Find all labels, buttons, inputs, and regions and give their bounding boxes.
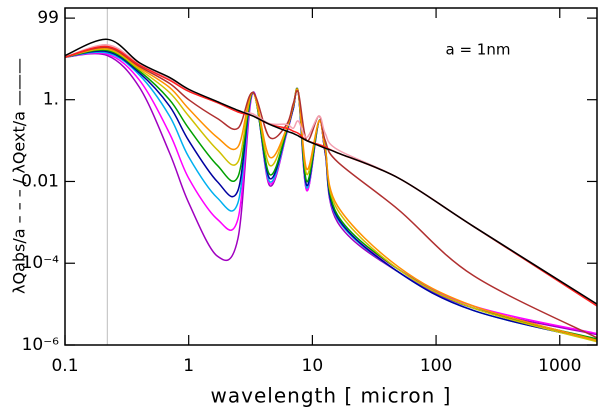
x-tick-label: 10 [302, 356, 324, 376]
x-tick-label: 100 [420, 356, 452, 376]
series-line [64, 38, 598, 305]
y-tick-label: 1. [43, 90, 59, 110]
y-axis-label: λQabs/a – – – / λQext/a ——— [10, 58, 29, 294]
y-tick-label: 0.01 [21, 171, 59, 191]
series-line [64, 48, 598, 343]
plot-frame [64, 7, 598, 346]
x-tick-label: 1000 [538, 356, 581, 376]
series-line [64, 44, 598, 305]
x-tick-label: 0.1 [51, 356, 78, 376]
y-tick-label: 10⁻⁶ [22, 335, 60, 355]
series-line [64, 45, 598, 307]
x-tick-label: 1 [183, 356, 194, 376]
series-line [64, 46, 598, 339]
y-tick-label: 99 [37, 8, 59, 28]
annotation: a = 1nm [446, 41, 511, 59]
x-axis-label: wavelength [ micron ] [211, 384, 452, 408]
y-tick-label: 10⁻⁴ [22, 253, 60, 273]
series-line [64, 47, 598, 342]
